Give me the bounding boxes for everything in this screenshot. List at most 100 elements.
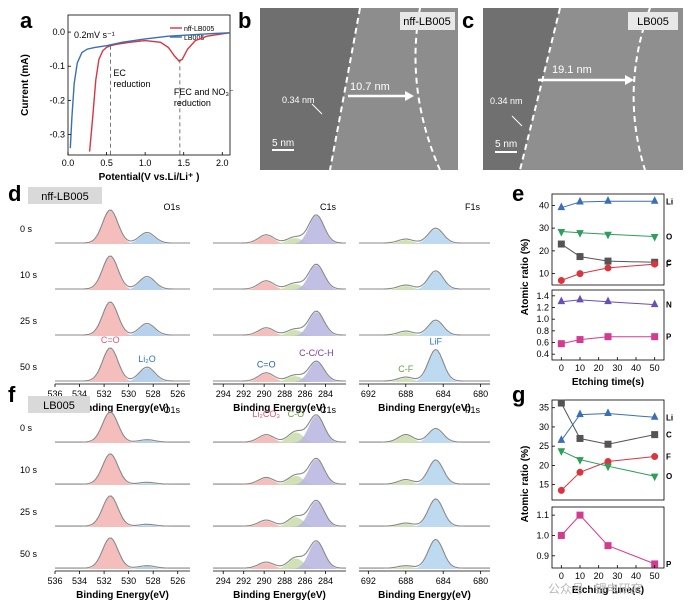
data-point xyxy=(604,542,612,550)
peak-label: Li₂CO₃ xyxy=(252,409,280,419)
lattice-spacing-b: 0.34 nm xyxy=(282,95,315,105)
lattice-marker-c xyxy=(511,115,523,127)
spectrum-x-tick-label: 290 xyxy=(257,389,272,399)
spectrum-envelope xyxy=(359,270,490,290)
peak-LiF xyxy=(404,271,468,290)
spectrum-envelope xyxy=(359,498,490,527)
y-tick-label: 1.4 xyxy=(536,291,549,301)
peak-C=O xyxy=(77,302,143,336)
peak-C-F xyxy=(374,480,438,485)
peak-Li₂CO₃ xyxy=(234,563,299,569)
data-point xyxy=(557,296,566,305)
spectrum-x-tick-label: 292 xyxy=(236,389,251,399)
series-label: Li xyxy=(666,413,673,422)
x-tick-label: 0 xyxy=(559,363,564,373)
spectrum-envelope xyxy=(55,209,190,244)
data-point xyxy=(604,296,612,305)
peak-LiF xyxy=(404,460,468,485)
annotation-fec-reduction: FEC and NO₃⁻ reduction xyxy=(174,87,234,108)
panel-c-tem: c 19.1 nm 0.34 nm 5 nm LB005 xyxy=(462,7,683,171)
panel-letter-b: b xyxy=(238,8,251,33)
sample-label-box-d xyxy=(28,187,102,204)
spectrum-envelope xyxy=(359,319,490,336)
spectrum-envelope xyxy=(213,263,346,290)
data-point xyxy=(604,408,612,416)
x-axis-label-a: Potential(V vs.Li/Li⁺ ) xyxy=(99,172,200,183)
peak-C=O xyxy=(234,235,299,244)
spectrum-envelope xyxy=(213,499,346,527)
depth-label: 0 s xyxy=(20,224,33,234)
spectrum-envelope xyxy=(213,310,346,336)
data-point xyxy=(576,336,584,344)
y-tick-label: 10 xyxy=(539,269,549,279)
spectrum-envelope xyxy=(359,427,490,443)
y-tick-label: 1.0 xyxy=(536,530,549,540)
spectrum-envelope xyxy=(55,537,190,569)
data-point xyxy=(650,299,659,308)
sample-label-d: nff-LB005 xyxy=(41,191,89,203)
series-label: P xyxy=(666,333,672,342)
y-axis-label: Atomic ratio (%) xyxy=(520,239,531,316)
peak-C-F xyxy=(374,524,438,527)
spectrum-x-tick-label: 530 xyxy=(121,576,136,586)
peak-C-O xyxy=(262,376,327,382)
spectrum-envelope xyxy=(213,457,346,485)
legend-label-a: LB005 xyxy=(184,35,204,42)
peak-Li₂CO₃ xyxy=(234,435,299,443)
spectrum-x-axis-label: Binding Energy(eV) xyxy=(76,403,169,414)
spectrum-envelope xyxy=(213,360,346,382)
sample-label-b: nff-LB005 xyxy=(403,16,451,28)
x-tick-label-a: 0.5 xyxy=(100,158,113,168)
tem-dark-region-c xyxy=(483,8,560,170)
y-tick-label: 35 xyxy=(539,403,549,413)
peak-Li₂O xyxy=(114,368,180,382)
spectrum-envelope xyxy=(359,227,490,244)
spectrum-x-tick-label: 288 xyxy=(277,389,292,399)
peak-LiF xyxy=(404,499,468,527)
data-point xyxy=(576,253,584,261)
data-point xyxy=(604,196,612,204)
series-label: F xyxy=(666,260,671,269)
ratio-plot-frame xyxy=(551,289,665,361)
series-line-N xyxy=(561,299,655,306)
series-line-F xyxy=(560,456,655,491)
y-tick-label: 1.2 xyxy=(536,303,549,313)
peak-C-F xyxy=(374,240,438,244)
y-tick-label: 40 xyxy=(539,200,549,210)
data-point xyxy=(651,431,659,439)
lattice-spacing-c: 0.34 nm xyxy=(490,96,523,106)
series-label: F xyxy=(666,453,671,462)
spectrum-x-tick-label: 526 xyxy=(170,576,185,586)
data-point xyxy=(576,270,584,278)
peak-Li₂O xyxy=(114,483,180,485)
thickness-label-c: 19.1 nm xyxy=(552,64,592,76)
peak-Li₂O xyxy=(114,525,180,527)
data-point xyxy=(650,234,659,242)
data-point xyxy=(650,412,659,420)
spectrum-x-tick-label: 294 xyxy=(216,389,231,399)
data-point xyxy=(604,458,612,466)
peak-C-O xyxy=(263,432,328,443)
spectrum-envelope xyxy=(55,255,190,290)
peak-C-O xyxy=(263,475,328,485)
sample-label-f: LB005 xyxy=(43,400,75,412)
peak-label: C-C/C-H xyxy=(299,348,334,358)
series-line-F xyxy=(561,263,655,281)
data-point xyxy=(557,229,566,237)
x-tick-label: 30 xyxy=(612,571,622,581)
spectrum-x-tick-label: 292 xyxy=(236,576,251,586)
peak-C-F xyxy=(374,378,438,382)
panel-letter-a: a xyxy=(20,8,33,33)
y-tick-label-a: -0.2 xyxy=(49,95,65,105)
data-point xyxy=(576,511,584,519)
peak-LiF xyxy=(404,321,468,336)
peak-C-F xyxy=(374,435,438,443)
thickness-label-b: 10.7 nm xyxy=(350,81,390,93)
series-line-P xyxy=(560,514,655,565)
spectrum-x-tick-label: 536 xyxy=(47,576,62,586)
y-tick-label: 0.9 xyxy=(536,551,549,561)
x-axis-label: Etching time(s) xyxy=(572,377,644,388)
ratio-plot-frame xyxy=(551,193,665,286)
spectrum-x-tick-label: 534 xyxy=(72,576,87,586)
boundary-inner-c xyxy=(519,7,561,171)
